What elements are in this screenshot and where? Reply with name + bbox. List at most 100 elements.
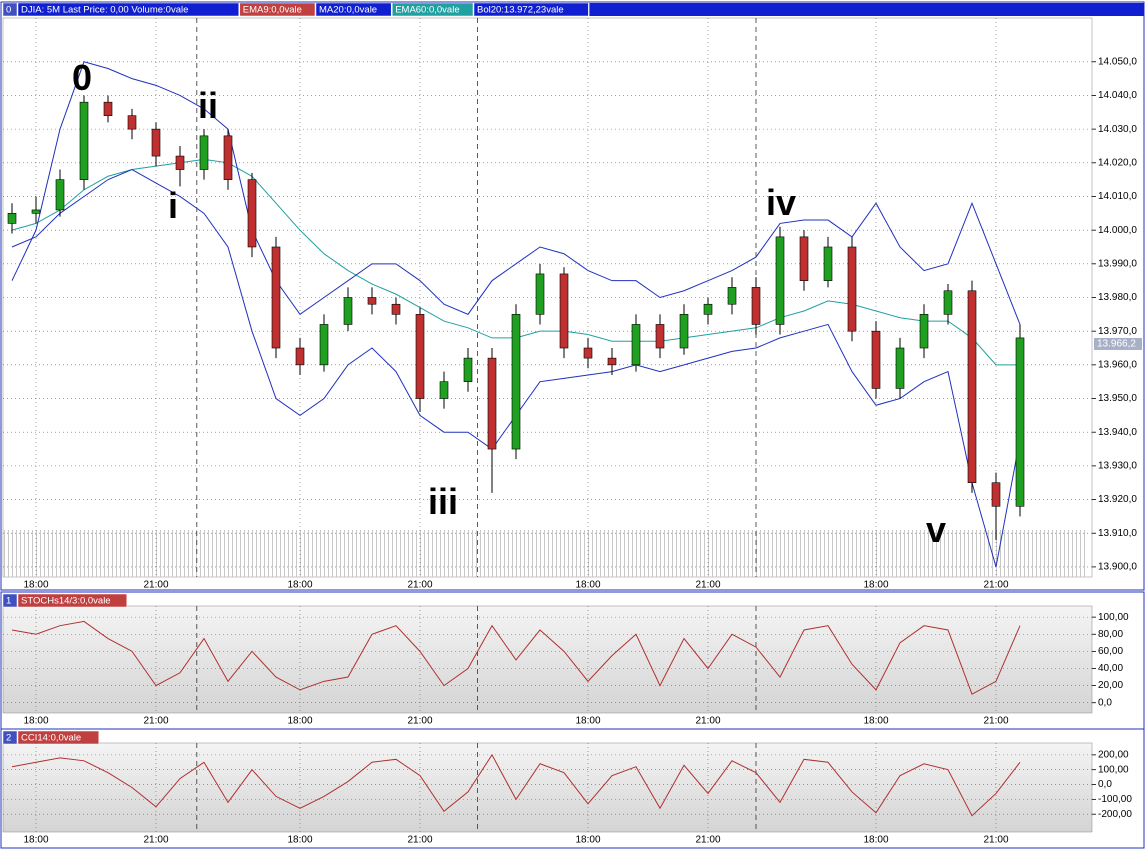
x-tick-label: 18:00	[23, 580, 48, 591]
x-tick-label: 18:00	[287, 716, 312, 727]
y-tick-label: 13.940,0	[1098, 427, 1137, 438]
volume-bars	[3, 530, 1088, 577]
y-tick-label: 14.000,0	[1098, 225, 1137, 236]
candle-body	[847, 246, 857, 332]
indicator-tab	[391, 2, 474, 17]
candle-body	[127, 115, 137, 130]
x-tick-label: 21:00	[143, 835, 168, 846]
candle-body	[991, 482, 1001, 507]
candle-body	[439, 381, 449, 399]
y-tick-label: 14.050,0	[1098, 56, 1137, 67]
x-tick-label: 18:00	[575, 716, 600, 727]
y-tick-label: 13.920,0	[1098, 494, 1137, 505]
x-tick-label: 21:00	[695, 580, 720, 591]
indicator-tab-label: EMA60:0,0vale	[395, 5, 459, 16]
x-tick-label: 21:00	[983, 580, 1008, 591]
candle-body	[319, 324, 329, 366]
y-tick-label: 13.900,0	[1098, 562, 1137, 573]
last-price-box	[1094, 337, 1142, 350]
header-strip	[589, 3, 1144, 16]
y-tick-label: 100,00	[1098, 764, 1129, 775]
candle-body	[175, 155, 185, 170]
x-tick-label: 18:00	[287, 835, 312, 846]
x-tick-label: 21:00	[407, 580, 432, 591]
x-tick-label: 21:00	[407, 835, 432, 846]
indicator-tab	[17, 593, 128, 608]
y-tick-label: 80,00	[1098, 629, 1123, 640]
x-tick-label: 21:00	[695, 835, 720, 846]
x-tick-label: 21:00	[983, 835, 1008, 846]
y-tick-label: 20,00	[1098, 680, 1123, 691]
y-tick-label: 200,00	[1098, 750, 1129, 761]
indicator-tab	[2, 730, 18, 745]
candle-body	[871, 330, 881, 389]
candle-body	[31, 209, 41, 214]
y-tick-label: 100,00	[1098, 612, 1129, 623]
candle-body	[415, 314, 425, 399]
candle-body	[1015, 337, 1025, 507]
candle-body	[631, 324, 641, 366]
y-tick-label: 13.960,0	[1098, 359, 1137, 370]
wave-label: i	[168, 185, 178, 226]
x-tick-label: 18:00	[863, 580, 888, 591]
y-tick-label: 13.980,0	[1098, 292, 1137, 303]
candle-body	[559, 273, 569, 349]
indicator-tab	[17, 730, 100, 745]
x-tick-label: 18:00	[23, 716, 48, 727]
candle-body	[823, 246, 833, 281]
x-tick-label: 18:00	[575, 580, 600, 591]
indicator-tab-label: DJIA: 5M Last Price: 0,00 Volume:0vale	[21, 5, 188, 16]
x-tick-label: 21:00	[143, 580, 168, 591]
candle-body	[511, 314, 521, 450]
candle-body	[391, 303, 401, 315]
candle-body	[199, 135, 209, 170]
candle-body	[79, 101, 89, 180]
candle-body	[295, 347, 305, 366]
candle-body	[895, 347, 905, 389]
indicator-tab	[17, 2, 240, 17]
y-tick-label: 13.910,0	[1098, 528, 1137, 539]
candle-body	[487, 357, 497, 450]
y-tick-label: 0,0	[1098, 779, 1112, 790]
candle-body	[151, 128, 161, 157]
panel-frame	[0, 728, 1145, 849]
indicator-tab	[2, 593, 18, 608]
y-tick-label: 13.950,0	[1098, 393, 1137, 404]
candle-body	[223, 135, 233, 180]
y-tick-label: 14.040,0	[1098, 90, 1137, 101]
indicator-tab-label: 1	[6, 596, 11, 607]
indicator-tab	[239, 2, 316, 17]
candle-body	[55, 179, 65, 211]
oscillator-line	[11, 620, 1021, 695]
plot-area	[2, 605, 1093, 714]
y-tick-label: 13.970,0	[1098, 326, 1137, 337]
x-tick-label: 18:00	[863, 716, 888, 727]
x-tick-label: 18:00	[863, 835, 888, 846]
indicator-tab	[315, 2, 392, 17]
indicator-tab-label: EMA9:0,0vale	[243, 5, 302, 16]
candle-body	[655, 324, 665, 349]
candle-body	[343, 297, 353, 325]
indicator-tab	[473, 2, 589, 17]
x-tick-label: 21:00	[143, 716, 168, 727]
indicator-tab-label: MA20:0,0vale	[319, 5, 377, 16]
candle-body	[727, 287, 737, 305]
wave-label: v	[926, 509, 946, 550]
wave-label: ii	[198, 85, 218, 126]
x-tick-label: 21:00	[983, 716, 1008, 727]
candle-body	[103, 101, 113, 116]
candle-body	[271, 246, 281, 349]
candle-body	[799, 236, 809, 281]
indicator-tab-label: CCI14:0,0vale	[21, 733, 81, 744]
candle-body	[679, 314, 689, 349]
y-tick-label: 14.010,0	[1098, 191, 1137, 202]
x-tick-label: 18:00	[575, 835, 600, 846]
candle-body	[751, 287, 761, 325]
candle-body	[967, 290, 977, 484]
candle-body	[463, 357, 473, 382]
panel-frame	[0, 1, 1145, 591]
last-price-label: 13.966,2	[1097, 339, 1136, 350]
wave-label: iii	[428, 481, 458, 522]
